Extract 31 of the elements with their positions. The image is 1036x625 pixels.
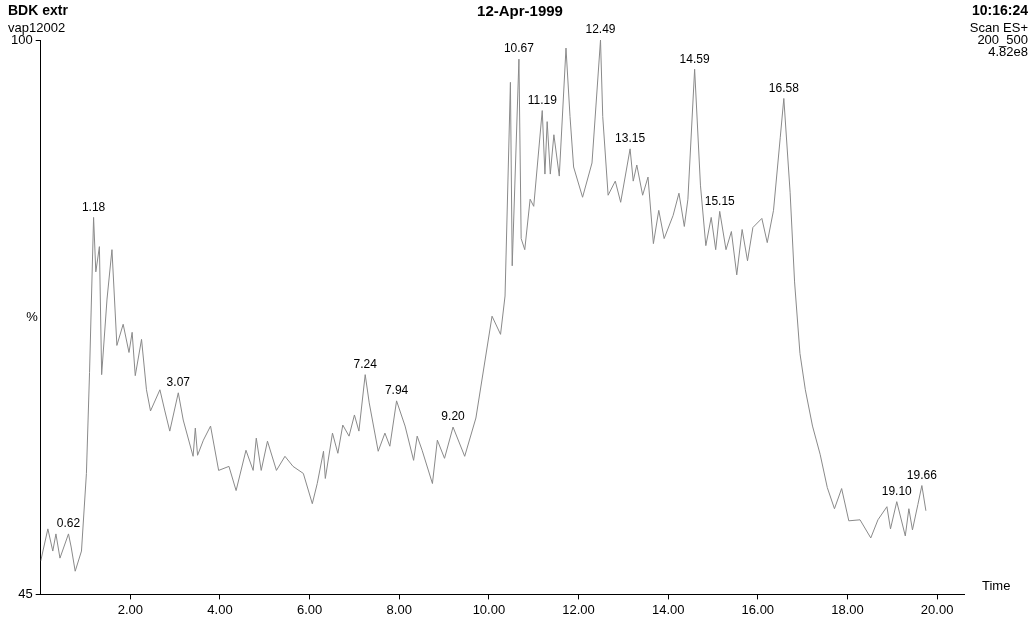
annotation: 9.20	[441, 409, 466, 424]
x-tick-label: 16.00	[741, 601, 775, 617]
y-tick-label: 45	[18, 585, 33, 601]
x-tick-label: 20.00	[920, 601, 954, 617]
annotation: 11.19	[527, 92, 558, 107]
annotation: 15.15	[704, 193, 736, 208]
chart-title: 12-Apr-1999	[477, 1, 563, 19]
y-axis-title: %	[26, 308, 39, 324]
annotation: 0.62	[56, 516, 81, 531]
x-tick-label: 8.00	[386, 601, 412, 617]
x-tick-label: 14.00	[651, 601, 685, 617]
text: BDK extr	[8, 1, 69, 18]
annotation: 16.58	[768, 80, 800, 95]
annotation: 7.94	[384, 383, 409, 398]
x-tick-label: 2.00	[117, 601, 143, 617]
annotation: 3.07	[166, 375, 191, 390]
x-tick-label: 12.00	[562, 601, 595, 617]
x-tick-label: 6.00	[296, 601, 323, 617]
annotation: 12.49	[585, 22, 616, 37]
annotation: 7.24	[353, 356, 378, 371]
annotation: 19.10	[881, 483, 913, 498]
text: 10:16:24	[971, 1, 1029, 18]
x-tick-label: 10.00	[472, 601, 506, 617]
annotation: 19.66	[906, 467, 938, 482]
annotation: 1.18	[81, 199, 106, 214]
annotation: 10.67	[503, 41, 535, 56]
annotation: 13.15	[615, 131, 646, 146]
x-axis-title: Time	[982, 577, 1011, 593]
annotation: 14.59	[679, 51, 710, 66]
x-tick-label: 18.00	[831, 601, 864, 617]
x-tick-label: 4.00	[207, 601, 233, 617]
